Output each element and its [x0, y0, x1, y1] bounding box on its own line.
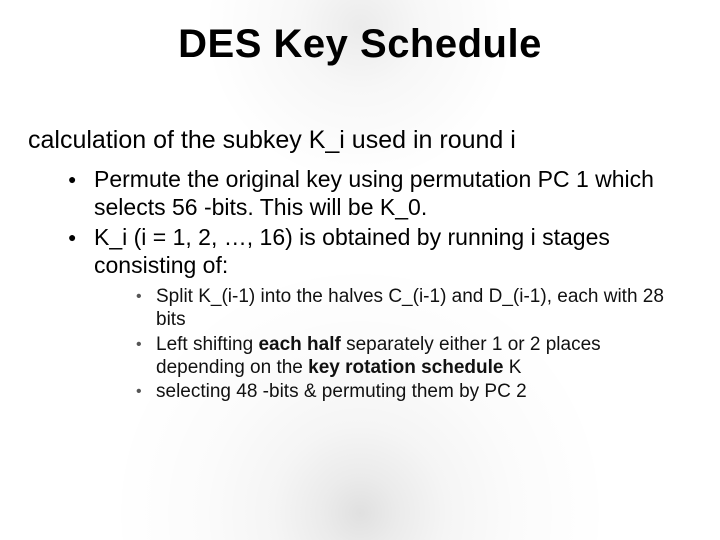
slide-title: DES Key Schedule — [0, 22, 720, 67]
list-item-text: Left shifting each half separately eithe… — [156, 333, 690, 379]
bullet-list-lvl2: ● Permute the original key using permuta… — [68, 165, 690, 403]
bullet-dot-icon: • — [136, 285, 156, 331]
list-item-text: Permute the original key using permutati… — [94, 165, 690, 221]
list-item-text: Split K_(i-1) into the halves C_(i-1) an… — [156, 285, 690, 331]
list-item: • Left shifting each half separately eit… — [136, 333, 690, 379]
bullet-list-lvl3: • Split K_(i-1) into the halves C_(i-1) … — [136, 285, 690, 403]
bullet-dot-icon: • — [136, 380, 156, 403]
subtitle-text: calculation of the subkey K_i used in ro… — [28, 125, 690, 155]
list-item: ● Permute the original key using permuta… — [68, 165, 690, 221]
list-item-text: selecting 48 -bits & permuting them by P… — [156, 380, 690, 403]
slide-body: calculation of the subkey K_i used in ro… — [28, 125, 690, 404]
list-item: ● K_i (i = 1, 2, …, 16) is obtained by r… — [68, 223, 690, 279]
bullet-dot-icon: • — [136, 333, 156, 379]
list-item: • selecting 48 -bits & permuting them by… — [136, 380, 690, 403]
list-item-text: K_i (i = 1, 2, …, 16) is obtained by run… — [94, 223, 690, 279]
slide: { "title": "DES Key Schedule", "lvl1": "… — [0, 0, 720, 540]
list-item: • Split K_(i-1) into the halves C_(i-1) … — [136, 285, 690, 331]
bullet-dot-icon: ● — [68, 223, 94, 279]
bullet-dot-icon: ● — [68, 165, 94, 221]
